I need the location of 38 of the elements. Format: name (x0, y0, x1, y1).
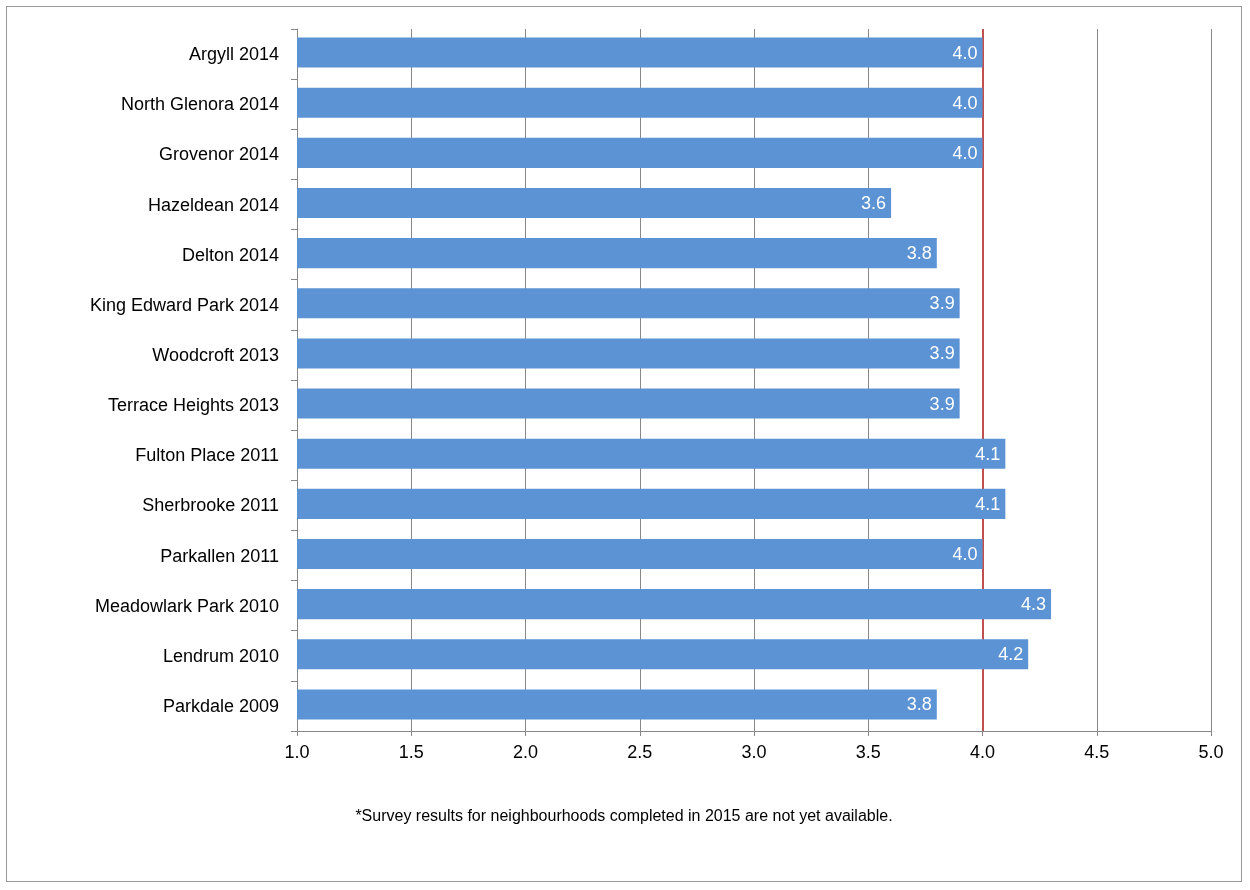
data-label: 3.9 (929, 343, 955, 364)
data-label: 4.0 (952, 92, 978, 113)
y-tick-label: Delton 2014 (181, 244, 279, 265)
x-tick-label: 2.5 (627, 742, 653, 762)
data-label: 4.2 (998, 644, 1024, 665)
x-tick-label: 5.0 (1198, 742, 1224, 762)
data-label: 3.6 (861, 193, 887, 213)
y-tick-label: Argyll 2014 (188, 44, 279, 65)
x-tick-label: 3.0 (741, 742, 767, 762)
data-label: 3.9 (929, 293, 955, 314)
y-tick-label: Lendrum 2010 (162, 645, 279, 666)
y-tick-label: Parkallen 2011 (160, 545, 279, 566)
data-label: 3.8 (906, 694, 932, 715)
data-label: 4.0 (952, 544, 978, 564)
x-tick-label: 1.5 (398, 742, 424, 762)
data-label: 3.8 (906, 243, 932, 264)
y-tick-label: Meadowlark Park 2010 (94, 595, 279, 616)
x-tick-label: 4.5 (1084, 742, 1110, 762)
y-tick-label: Fulton Place 2011 (135, 445, 279, 466)
data-label: 4.1 (975, 493, 1001, 514)
y-tick-label: Sherbrooke 2011 (142, 495, 279, 516)
x-tick-label: 3.5 (855, 742, 881, 762)
y-tick-label: Woodcroft 2013 (152, 344, 279, 365)
text: *Survey results for neighbourhoods completed in 2015 are not yet available. (355, 806, 893, 824)
y-tick-label: North Glenora 2014 (120, 94, 279, 115)
y-tick-label: Terrace Heights 2013 (107, 395, 279, 416)
x-tick-label: 2.0 (512, 742, 539, 762)
data-label: 4.3 (1021, 594, 1047, 615)
x-tick-label: 4.0 (969, 742, 996, 762)
data-label: 4.0 (952, 142, 978, 163)
data-label: 4.0 (952, 42, 978, 63)
x-tick-label: 1.0 (284, 742, 310, 762)
y-tick-label: Grovenor 2014 (158, 144, 279, 165)
y-tick-label: King Edward Park 2014 (89, 294, 279, 315)
data-label: 3.9 (929, 393, 955, 414)
data-label: 4.1 (975, 443, 1001, 464)
y-tick-label: Parkdale 2009 (162, 695, 279, 716)
y-tick-label: Hazeldean 2014 (147, 194, 279, 215)
